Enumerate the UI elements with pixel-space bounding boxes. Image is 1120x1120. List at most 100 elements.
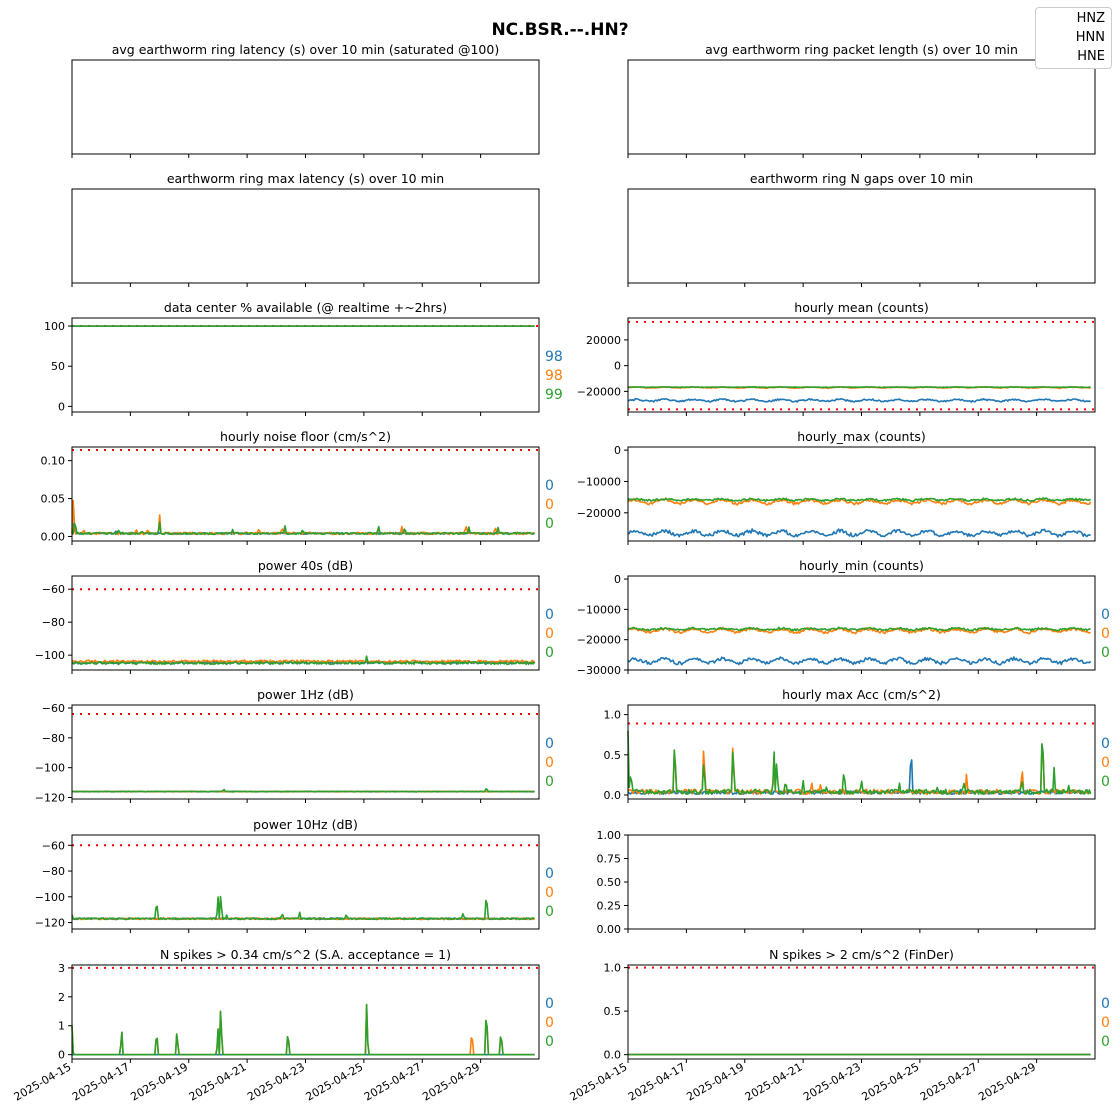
x-tick-label: 2025-04-25	[860, 1060, 922, 1103]
y-tick-label: 0.00	[597, 923, 622, 936]
right-stat-hnn: 0	[545, 885, 554, 901]
right-stat-hnz: 0	[545, 478, 554, 494]
y-tick-label: 3	[58, 962, 65, 975]
x-tick-label: 2025-04-21	[187, 1060, 249, 1103]
y-tick-label: −120	[35, 917, 65, 930]
x-tick-label: 2025-04-21	[743, 1060, 805, 1103]
y-tick-label: −60	[42, 839, 65, 852]
plot-frame-p2	[627, 59, 1096, 155]
y-tick-label: −60	[42, 702, 65, 715]
plot-frame-p8	[627, 446, 1096, 542]
y-tick-label: −80	[42, 865, 65, 878]
y-tick-label: 0	[614, 360, 621, 373]
x-tick-label: 2025-04-23	[245, 1060, 307, 1103]
plot-frame-p14	[627, 834, 1096, 930]
y-tick-label: −120	[35, 792, 65, 805]
series-line-hne	[71, 521, 535, 536]
y-tick-label: 1.0	[604, 962, 622, 975]
right-stat-hne: 0	[545, 516, 554, 532]
series-line-hnn	[71, 499, 535, 536]
x-tick-label: 2025-04-17	[626, 1060, 688, 1103]
plot-frame-p6	[627, 317, 1096, 413]
series-line-hne	[627, 626, 1091, 632]
x-tick-label: 2025-04-23	[801, 1060, 863, 1103]
plot-title-p15: N spikes > 0.34 cm/s^2 (S.A. acceptance …	[160, 947, 451, 962]
x-tick-label: 2025-04-25	[304, 1060, 366, 1103]
x-tick-label: 2025-04-15	[12, 1060, 74, 1103]
series-line-hnn	[71, 659, 536, 664]
series-line-hnz	[627, 397, 1092, 403]
series-line-hne	[71, 895, 535, 921]
series-line-hne	[71, 655, 536, 666]
y-tick-label: −20000	[577, 507, 621, 520]
x-tick-label: 2025-04-19	[684, 1060, 746, 1103]
plot-frame-p11	[71, 704, 540, 800]
y-tick-label: 0	[58, 400, 65, 413]
y-tick-label: 1.0	[604, 709, 622, 722]
y-tick-label: 2	[58, 991, 65, 1004]
x-tick-label: 2025-04-29	[976, 1060, 1038, 1103]
series-line-hnn	[71, 1003, 535, 1056]
plot-title-p6: hourly mean (counts)	[794, 300, 928, 315]
right-stat-hnn: 0	[1101, 1015, 1110, 1031]
plot-frame-p16	[627, 964, 1096, 1060]
legend-item-hnz: HNZ	[1076, 11, 1105, 26]
series-line-hne	[72, 788, 535, 793]
plot-title-p5: data center % available (@ realtime +~2h…	[164, 300, 447, 315]
y-tick-label: −20000	[577, 634, 621, 647]
series-line-hne	[627, 386, 1091, 389]
plot-frame-p1	[71, 59, 540, 155]
plot-frame-p3	[71, 188, 540, 284]
legend-item-hne: HNE	[1077, 49, 1105, 64]
right-stat-hne: 0	[545, 904, 554, 920]
right-stat-hnn: 0	[545, 497, 554, 513]
right-stat-hnz: 0	[1101, 996, 1110, 1012]
right-stat-hnn: 0	[545, 626, 554, 642]
y-tick-label: −30000	[577, 664, 621, 677]
y-tick-label: 0	[58, 1049, 65, 1062]
plot-frame-p10	[627, 575, 1096, 671]
plot-title-p2: avg earthworm ring packet length (s) ove…	[705, 42, 1018, 57]
x-tick-label: 2025-04-27	[918, 1060, 980, 1103]
plot-frame-p12	[627, 704, 1096, 800]
y-tick-label: −60	[42, 583, 65, 596]
right-stat-hnz: 0	[1101, 607, 1110, 623]
y-tick-label: −80	[42, 732, 65, 745]
y-tick-label: 0.0	[604, 1049, 622, 1062]
y-tick-label: −20000	[577, 385, 621, 398]
plot-title-p16: N spikes > 2 cm/s^2 (FinDer)	[769, 947, 954, 962]
plot-title-p12: hourly max Acc (cm/s^2)	[782, 687, 941, 702]
y-tick-label: 0.75	[597, 853, 622, 866]
plot-title-p13: power 10Hz (dB)	[253, 817, 358, 832]
right-stat-hnz: 0	[545, 607, 554, 623]
x-tick-label: 2025-04-17	[70, 1060, 132, 1103]
right-stat-hnz: 0	[545, 866, 554, 882]
plot-title-p11: power 1Hz (dB)	[257, 687, 354, 702]
y-tick-label: 1.00	[597, 829, 622, 842]
right-stat-hne: 0	[1101, 774, 1110, 790]
right-stat-hne: 99	[545, 387, 563, 403]
series-line-hne	[627, 497, 1092, 503]
y-tick-label: 0.0	[604, 789, 622, 802]
right-stat-hne: 0	[1101, 645, 1110, 661]
right-stat-hnn: 0	[545, 1015, 554, 1031]
plot-title-p8: hourly_max (counts)	[797, 429, 926, 444]
y-tick-label: −10000	[577, 475, 621, 488]
plot-frame-p4	[627, 188, 1096, 284]
plot-title-p3: earthworm ring max latency (s) over 10 m…	[167, 171, 444, 186]
plot-frame-p5	[71, 317, 540, 413]
series-line-hnz	[627, 528, 1091, 538]
series-line-hne	[627, 730, 1092, 796]
plot-frame-p15	[71, 964, 540, 1060]
y-tick-label: 20000	[586, 334, 621, 347]
y-tick-label: −100	[35, 762, 65, 775]
y-tick-label: 0.5	[604, 1005, 622, 1018]
plot-title-p9: power 40s (dB)	[258, 558, 353, 573]
right-stat-hne: 0	[545, 1034, 554, 1050]
y-tick-label: 0.5	[604, 749, 622, 762]
y-tick-label: 0.00	[41, 530, 66, 543]
right-stat-hne: 0	[1101, 1034, 1110, 1050]
right-stat-hne: 0	[545, 774, 554, 790]
series-line-hnz	[627, 656, 1092, 666]
